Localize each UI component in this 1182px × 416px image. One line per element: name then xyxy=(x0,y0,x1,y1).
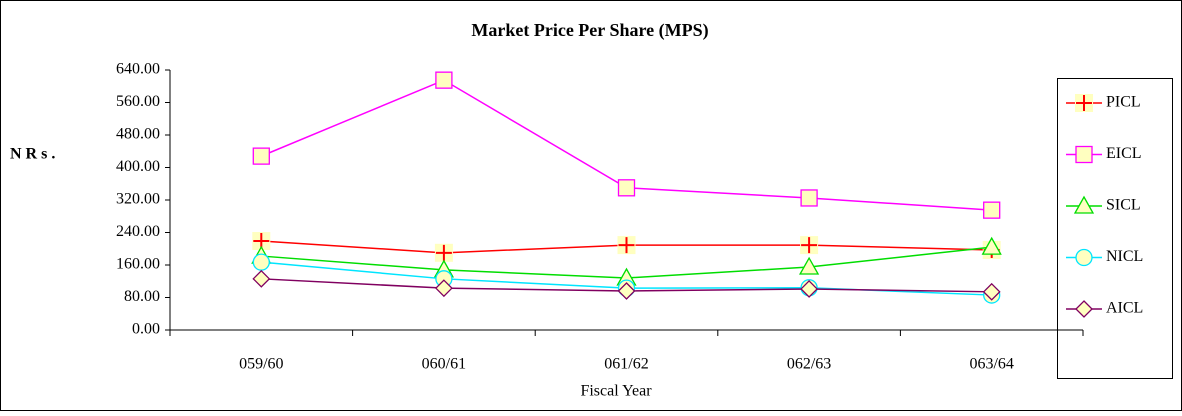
marker xyxy=(252,253,270,271)
y-tick-label: 400.00 xyxy=(116,158,160,175)
marker xyxy=(1075,248,1093,267)
x-tick-label: 063/64 xyxy=(969,356,1013,373)
legend-label: EICL xyxy=(1106,145,1142,162)
chart-title: Market Price Per Share (MPS) xyxy=(471,20,708,41)
marker xyxy=(1076,95,1092,111)
legend-box xyxy=(1057,78,1173,379)
legend-label: NICL xyxy=(1106,248,1143,265)
y-tick-label: 560.00 xyxy=(116,93,160,110)
y-tick-label: 480.00 xyxy=(116,126,160,143)
y-tick-label: 640.00 xyxy=(116,61,160,78)
marker xyxy=(252,269,271,288)
x-tick-label: 062/63 xyxy=(787,356,831,373)
marker xyxy=(801,237,818,254)
marker xyxy=(982,282,1001,301)
y-tick-label: 0.00 xyxy=(132,321,160,338)
legend-label: AICL xyxy=(1106,300,1143,317)
marker xyxy=(1075,300,1093,318)
x-tick-label: 059/60 xyxy=(239,356,283,373)
legend-label: SICL xyxy=(1106,197,1141,214)
marker xyxy=(435,71,453,89)
marker xyxy=(1073,195,1095,214)
marker xyxy=(1075,145,1093,164)
marker xyxy=(434,279,453,298)
marker xyxy=(800,189,818,207)
x-tick-label: 061/62 xyxy=(604,356,648,373)
y-tick-label: 80.00 xyxy=(124,288,160,305)
y-axis-label: N R s . xyxy=(10,146,55,163)
y-tick-label: 320.00 xyxy=(116,191,160,208)
x-tick-label: 060/61 xyxy=(422,356,466,373)
legend-label: PICL xyxy=(1106,94,1141,111)
marker xyxy=(252,147,270,165)
y-tick-label: 160.00 xyxy=(116,256,160,273)
marker xyxy=(983,201,1001,219)
marker xyxy=(618,237,635,254)
marker xyxy=(617,282,636,300)
x-axis-label: Fiscal Year xyxy=(580,383,652,400)
marker xyxy=(435,244,452,261)
marker xyxy=(800,280,819,298)
marker xyxy=(798,256,820,275)
y-tick-label: 240.00 xyxy=(116,223,160,240)
marker xyxy=(981,236,1002,255)
marker xyxy=(617,179,636,197)
